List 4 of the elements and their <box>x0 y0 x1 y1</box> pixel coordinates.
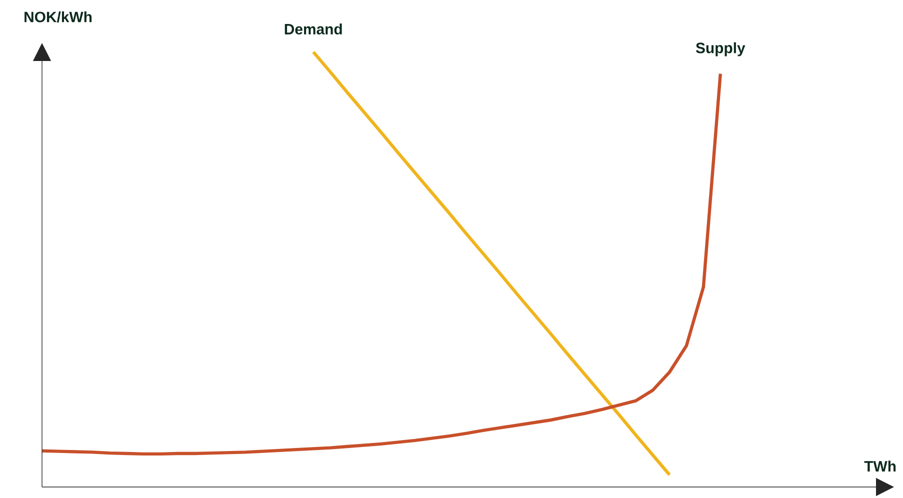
series-label: Supply <box>696 42 746 56</box>
y-axis-title: NOK/kWh <box>24 11 92 22</box>
series-label: Demand <box>284 23 342 34</box>
x-axis-title: TWh <box>864 460 896 472</box>
